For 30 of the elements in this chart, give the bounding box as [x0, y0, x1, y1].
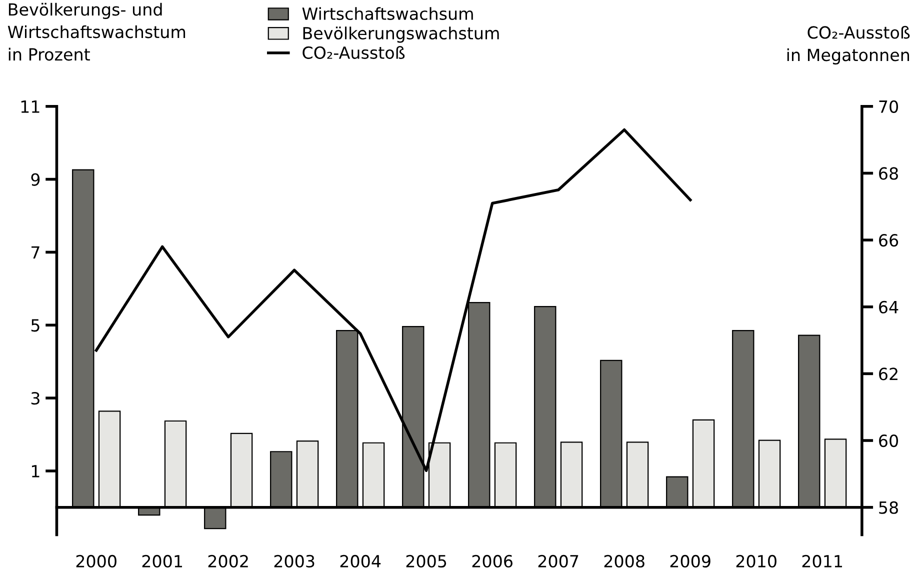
x-tick-label: 2002 [208, 554, 248, 568]
legend-label: Wirtschaftswachsum [302, 7, 473, 20]
y2-tick-label: 60 [879, 434, 898, 448]
y2-tick-label: 62 [879, 368, 898, 380]
x-tick-label: 2008 [604, 554, 644, 568]
legend-label: CO₂-Ausstoß [302, 46, 405, 59]
x-tick-label: 2007 [538, 554, 578, 568]
y2-tick-label: 58 [879, 501, 898, 514]
x-tick-label: 2001 [142, 554, 182, 568]
y-tick-label: 1 [32, 465, 40, 478]
x-tick-label: 2000 [76, 554, 116, 568]
x-tick-label: 2005 [406, 554, 446, 568]
y2-tick-label: 66 [879, 234, 898, 247]
x-tick-label: 2011 [802, 554, 842, 568]
y-tick-label: 9 [31, 173, 40, 186]
y2-tick-label: 68 [879, 167, 898, 180]
x-tick-label: 2009 [670, 554, 710, 568]
x-tick-label: 2010 [736, 554, 776, 568]
y-tick-label: 7 [32, 246, 40, 259]
y-tick-label: 5 [31, 319, 40, 332]
y-tick-label: 11 [21, 100, 40, 113]
x-tick-label: 2006 [472, 554, 512, 568]
y-tick-label: 3 [31, 392, 40, 405]
x-tick-label: 2003 [274, 554, 314, 568]
y2-axis-title: CO₂-Ausstoß in Megatonnen [787, 26, 910, 64]
x-tick-label: 2004 [340, 554, 381, 568]
legend-label: Bevölkerungswachstum [303, 26, 499, 43]
y-axis-title: Bevölkerungs- und Wirtschaftswachstum in Prozent [8, 2, 186, 61]
y2-tick-label: 70 [879, 100, 898, 113]
y2-tick-label: 64 [879, 300, 898, 314]
